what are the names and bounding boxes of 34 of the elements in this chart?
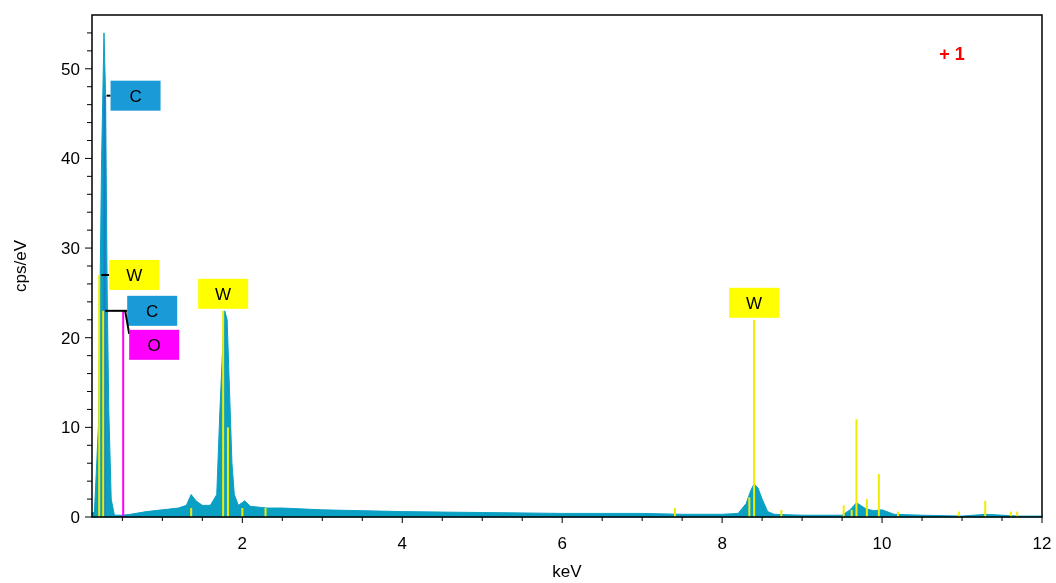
annotation: + 1 xyxy=(939,44,965,64)
bar xyxy=(98,274,101,517)
x-tick-label: 4 xyxy=(397,534,407,553)
bar xyxy=(855,419,858,517)
y-tick-label: 20 xyxy=(61,328,80,348)
annotation: W xyxy=(126,265,143,285)
bar xyxy=(984,500,987,517)
x-axis-title: keV xyxy=(552,562,583,581)
bar xyxy=(222,310,225,517)
annotation: C xyxy=(146,301,159,321)
y-tick-label: 0 xyxy=(70,508,80,527)
bar xyxy=(122,310,125,517)
x-tick-label: 8 xyxy=(717,534,727,553)
annotation: W xyxy=(746,293,763,313)
annotation: O xyxy=(147,335,161,355)
y-tick-label: 40 xyxy=(61,149,80,169)
x-tick-label: 2 xyxy=(237,534,248,553)
annotation: C xyxy=(129,86,142,106)
x-tick-label: 6 xyxy=(557,534,567,553)
bar xyxy=(753,319,756,517)
y-tick-label: 10 xyxy=(61,418,80,438)
bar xyxy=(102,310,105,517)
x-tick-label: 12 xyxy=(1032,534,1052,553)
bar xyxy=(842,505,845,517)
bar xyxy=(226,427,229,517)
y-axis-title: cps/eV xyxy=(11,239,30,292)
bar xyxy=(865,499,868,517)
bar xyxy=(877,473,880,517)
y-tick-label: 30 xyxy=(61,239,80,259)
bar xyxy=(748,497,751,517)
y-tick-label: 50 xyxy=(61,59,80,79)
bar xyxy=(103,95,106,517)
annotation: W xyxy=(215,284,232,304)
x-tick-label: 10 xyxy=(872,534,892,553)
